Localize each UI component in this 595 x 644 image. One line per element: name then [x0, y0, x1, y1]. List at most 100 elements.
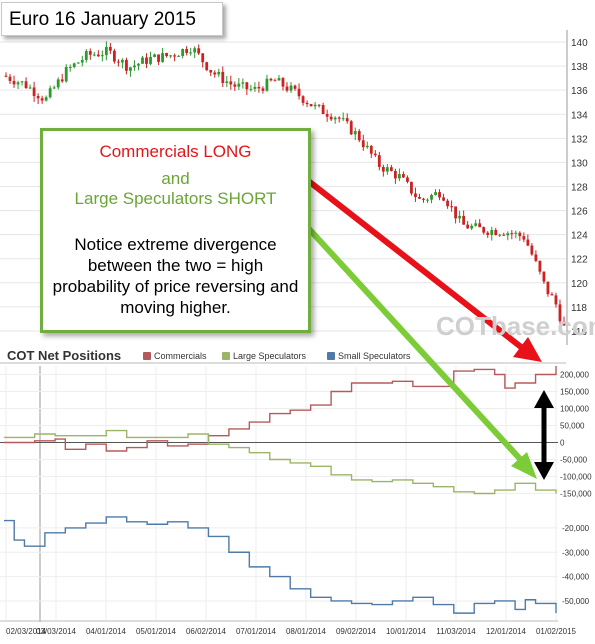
price-candle-body: [526, 239, 530, 246]
price-candle-body: [353, 131, 357, 135]
price-candle-body: [201, 53, 205, 63]
price-candle-body: [522, 236, 526, 240]
cot-x-tick-label: 03/03/2014: [36, 627, 77, 636]
price-candle-body: [129, 67, 132, 71]
annotation-commercials: Commercials LONG: [99, 142, 252, 161]
legend-commercials-label: Commercials: [154, 351, 207, 361]
price-candle-body: [145, 57, 148, 64]
price-candle-body: [117, 61, 120, 63]
price-candle-body: [12, 80, 16, 85]
cot-upper-tick-label: 200,000: [560, 371, 589, 380]
price-candle-body: [337, 117, 341, 119]
price-candle-body: [466, 224, 470, 229]
price-candle-body: [321, 105, 325, 115]
price-tick-label: 136: [571, 86, 588, 97]
price-candle-body: [462, 215, 466, 225]
price-candle-body: [177, 55, 181, 57]
price-candle-body: [546, 281, 550, 295]
annotation-body: Notice extreme divergence between the tw…: [52, 235, 299, 317]
cot-x-tick-label: 06/02/2014: [186, 627, 227, 636]
price-candle-body: [193, 48, 197, 53]
green-arrow-head: [511, 452, 537, 479]
cot-series-large-speculators: [4, 429, 557, 495]
price-candle-body: [88, 51, 92, 55]
price-candle-body: [20, 81, 24, 83]
price-candle-body: [341, 118, 345, 120]
price-candle-body: [237, 83, 241, 87]
price-candle-body: [313, 104, 317, 107]
cot-upper-tick-label: 0: [560, 439, 565, 448]
green-arrow-shaft: [285, 203, 524, 463]
price-candle-body: [241, 82, 245, 84]
cot-x-tick-label: 01/02/2015: [536, 627, 577, 636]
price-candle-body: [345, 118, 349, 122]
price-candle-body: [64, 67, 68, 82]
price-candle-body: [181, 49, 185, 56]
price-candle-body: [92, 54, 96, 56]
price-candle-body: [406, 177, 409, 182]
red-arrow-head: [513, 337, 542, 362]
price-candle-body: [48, 88, 52, 98]
price-tick-label: 118: [571, 303, 587, 314]
price-candle-body: [249, 88, 253, 90]
price-candle-body: [454, 206, 458, 219]
price-candle-body: [361, 140, 365, 148]
price-tick-label: 120: [571, 279, 588, 290]
annotation-large-speculators: Large Speculators SHORT: [74, 189, 277, 208]
black-arrow-head-up: [534, 390, 554, 408]
price-candle-body: [112, 50, 116, 62]
price-candle-body: [478, 223, 482, 228]
price-candle-body: [68, 66, 72, 68]
black-arrow-head-down: [534, 462, 554, 480]
cot-upper-tick-label: -150,000: [560, 490, 592, 499]
price-candle-body: [486, 232, 490, 235]
price-candle-body: [8, 76, 12, 81]
price-candle-body: [381, 166, 385, 172]
price-candle-body: [450, 206, 453, 208]
price-candle-body: [36, 96, 40, 99]
price-candle-body: [510, 233, 514, 235]
price-candle-body: [530, 245, 534, 255]
annotation-and: and: [161, 169, 190, 188]
cot-x-tick-label: 02/03/2014: [6, 627, 47, 636]
price-candle-body: [474, 223, 478, 226]
cot-upper-tick-label: -100,000: [560, 473, 592, 482]
price-candle-body: [414, 193, 417, 198]
price-candle-body: [289, 85, 293, 91]
price-candle-body: [426, 199, 429, 201]
price-candle-body: [153, 54, 156, 57]
price-candle-body: [133, 65, 136, 68]
cot-x-tick-label: 07/01/2014: [236, 627, 277, 636]
price-candle-body: [233, 84, 237, 87]
price-candle-body: [213, 72, 217, 75]
price-candle-body: [357, 131, 361, 141]
price-candle-body: [377, 155, 381, 167]
price-candle-body: [534, 254, 538, 261]
price-candle-body: [269, 78, 273, 81]
price-candle-body: [490, 229, 494, 235]
cot-x-tick-label: 04/01/2014: [86, 627, 127, 636]
cot-upper-tick-label: -50,000: [560, 456, 588, 465]
price-candle-body: [446, 200, 449, 207]
price-candle-body: [169, 55, 172, 57]
price-tick-label: 130: [571, 158, 588, 169]
price-candle-body: [430, 194, 433, 200]
price-candle-body: [273, 80, 277, 82]
price-candle-body: [385, 167, 389, 172]
legend-small-speculators-label: Small Speculators: [338, 351, 411, 361]
cot-x-tick-label: 08/01/2014: [286, 627, 327, 636]
price-candle-body: [562, 321, 566, 326]
legend-small-speculators: Small Speculators: [327, 351, 411, 361]
cot-lower-tick-label: -50,000: [562, 597, 590, 606]
annotation-box: Commercials LONG and Large Speculators S…: [40, 128, 311, 333]
price-candle-body: [402, 174, 405, 178]
price-candle-body: [24, 81, 28, 88]
cot-lower-tick-label: -30,000: [562, 548, 590, 557]
price-candle-body: [506, 233, 510, 236]
price-candle-body: [245, 82, 249, 90]
price-candle-body: [205, 62, 209, 71]
price-candle-body: [32, 87, 36, 97]
price-candle-body: [16, 82, 20, 85]
price-tick-label: 140: [571, 38, 588, 49]
